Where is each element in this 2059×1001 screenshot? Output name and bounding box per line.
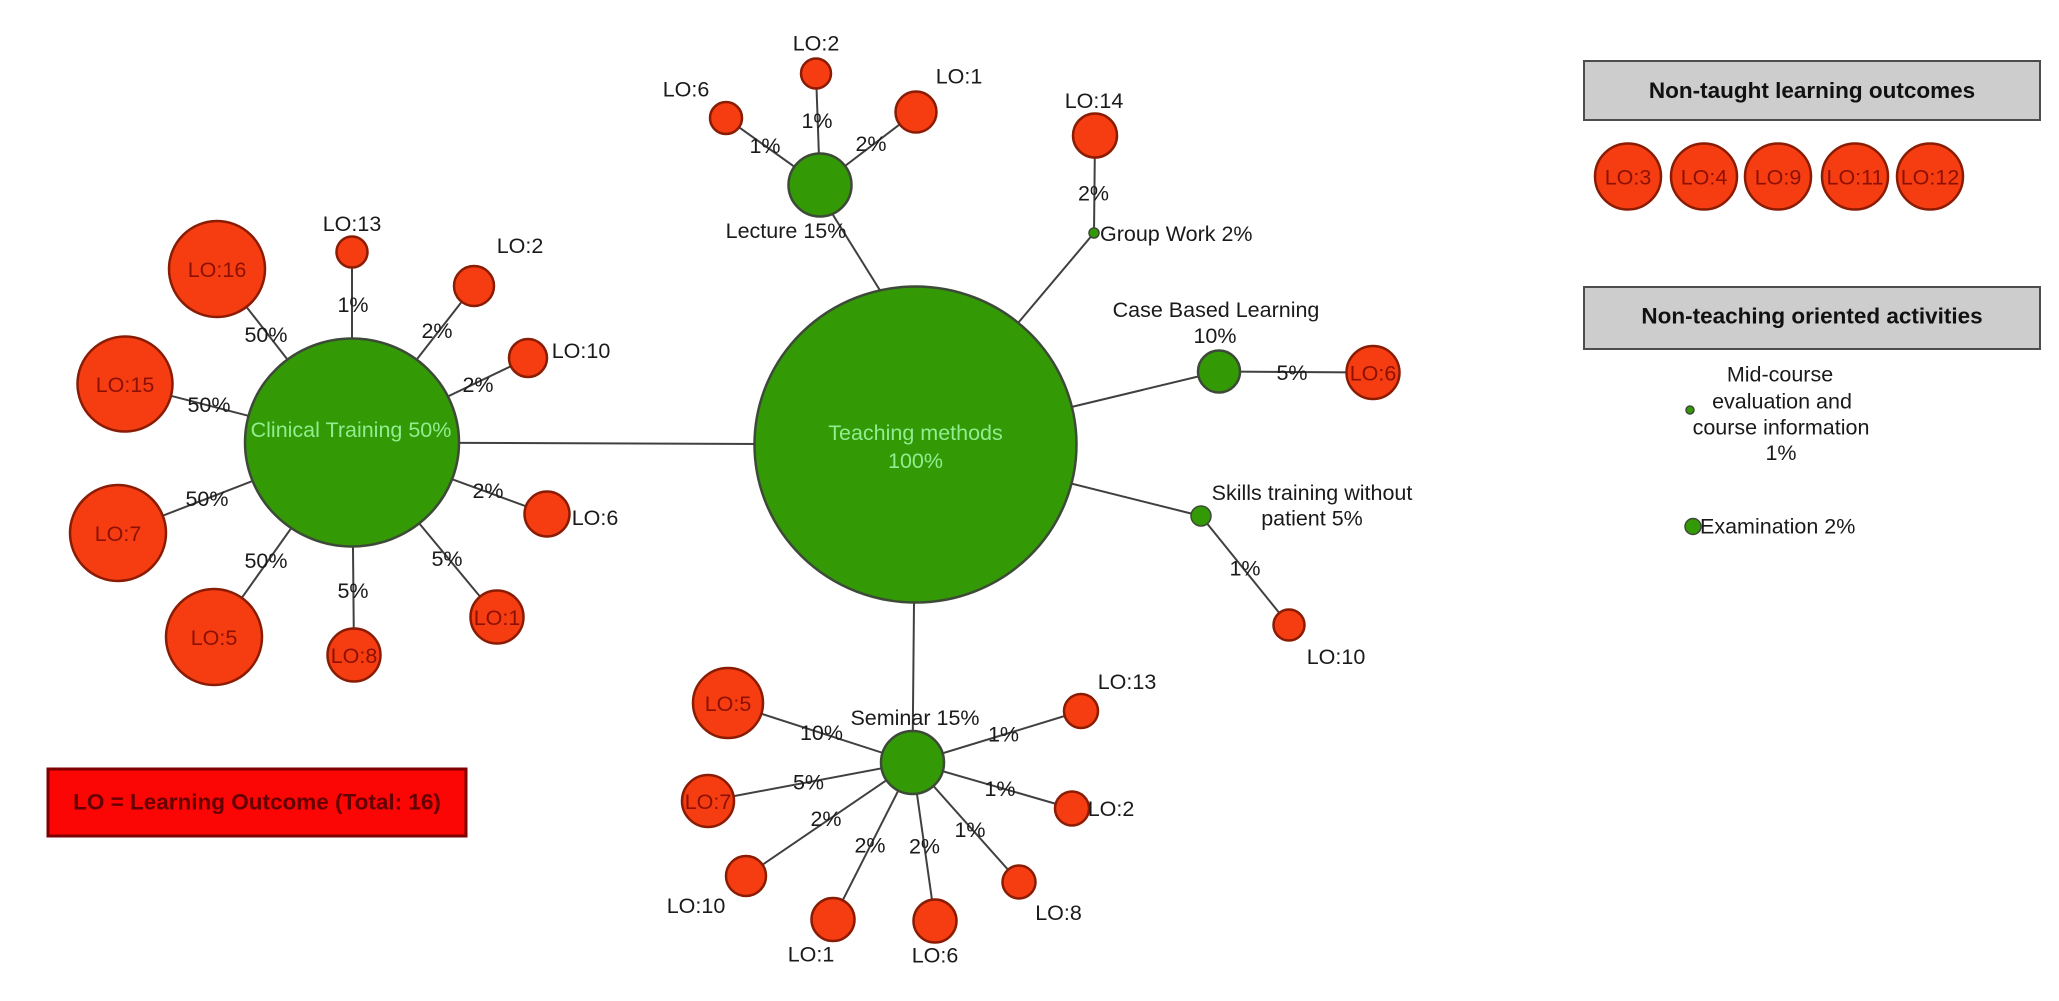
- svg-text:LO:1: LO:1: [474, 606, 521, 630]
- svg-text:Skills training without: Skills training without: [1212, 481, 1413, 505]
- svg-text:1%: 1%: [984, 777, 1015, 801]
- svg-text:5%: 5%: [1276, 361, 1307, 385]
- svg-text:10%: 10%: [800, 721, 843, 745]
- svg-text:LO:6: LO:6: [1350, 362, 1397, 386]
- svg-text:2%: 2%: [854, 834, 885, 858]
- svg-text:2%: 2%: [855, 132, 886, 156]
- svg-text:LO:13: LO:13: [1098, 670, 1157, 694]
- svg-text:LO:9: LO:9: [1755, 166, 1802, 190]
- svg-text:5%: 5%: [431, 547, 462, 571]
- svg-text:1%: 1%: [1229, 557, 1260, 581]
- svg-text:100%: 100%: [888, 449, 943, 473]
- svg-text:2%: 2%: [421, 319, 452, 343]
- svg-text:patient 5%: patient 5%: [1261, 507, 1363, 531]
- svg-text:LO:11: LO:11: [1827, 166, 1884, 190]
- svg-text:5%: 5%: [337, 579, 368, 603]
- svg-text:LO:2: LO:2: [1088, 797, 1135, 821]
- svg-text:5%: 5%: [793, 771, 824, 795]
- svg-text:Seminar 15%: Seminar 15%: [850, 706, 979, 730]
- svg-text:50%: 50%: [187, 393, 230, 417]
- svg-text:2%: 2%: [1078, 182, 1109, 206]
- svg-text:LO:13: LO:13: [323, 212, 382, 236]
- svg-text:LO:7: LO:7: [685, 790, 732, 814]
- svg-text:10%: 10%: [1193, 324, 1236, 348]
- svg-text:1%: 1%: [954, 818, 985, 842]
- svg-text:LO:14: LO:14: [1065, 89, 1124, 113]
- svg-text:evaluation and: evaluation and: [1712, 390, 1852, 414]
- svg-text:50%: 50%: [244, 323, 287, 347]
- svg-text:1%: 1%: [337, 293, 368, 317]
- svg-text:course information: course information: [1693, 416, 1870, 440]
- svg-text:LO:5: LO:5: [705, 692, 752, 716]
- svg-text:LO:16: LO:16: [188, 258, 247, 282]
- svg-text:LO:4: LO:4: [1681, 166, 1728, 190]
- svg-text:1%: 1%: [988, 723, 1019, 747]
- svg-text:1%: 1%: [1765, 441, 1796, 465]
- svg-text:LO:10: LO:10: [667, 894, 726, 918]
- svg-text:Lecture 15%: Lecture 15%: [726, 219, 847, 243]
- svg-text:2%: 2%: [909, 835, 940, 859]
- svg-text:LO:10: LO:10: [552, 339, 611, 363]
- svg-text:LO:1: LO:1: [788, 943, 835, 967]
- svg-text:Case Based Learning: Case Based Learning: [1113, 298, 1320, 322]
- svg-text:LO:2: LO:2: [793, 32, 840, 56]
- svg-text:LO:7: LO:7: [95, 522, 142, 546]
- svg-text:LO:6: LO:6: [572, 506, 619, 530]
- svg-text:LO:15: LO:15: [96, 373, 155, 397]
- svg-text:LO:1: LO:1: [936, 65, 983, 89]
- svg-text:2%: 2%: [462, 373, 493, 397]
- svg-text:LO:3: LO:3: [1605, 166, 1652, 190]
- svg-text:LO:2: LO:2: [497, 234, 544, 258]
- svg-text:50%: 50%: [244, 549, 287, 573]
- svg-text:2%: 2%: [810, 807, 841, 831]
- svg-text:Mid-course: Mid-course: [1727, 363, 1833, 387]
- svg-text:LO:5: LO:5: [191, 626, 238, 650]
- svg-text:LO:10: LO:10: [1307, 645, 1366, 669]
- svg-text:1%: 1%: [801, 109, 832, 133]
- svg-text:Teaching methods: Teaching methods: [828, 421, 1003, 445]
- svg-text:50%: 50%: [185, 487, 228, 511]
- svg-text:LO:6: LO:6: [663, 78, 710, 102]
- svg-text:1%: 1%: [749, 134, 780, 158]
- svg-text:LO:12: LO:12: [1901, 166, 1960, 190]
- svg-text:LO:8: LO:8: [331, 644, 378, 668]
- svg-text:LO:8: LO:8: [1035, 901, 1082, 925]
- svg-text:Clinical Training 50%: Clinical Training 50%: [251, 418, 452, 442]
- svg-text:Non-taught learning outcomes: Non-taught learning outcomes: [1649, 78, 1975, 103]
- svg-text:LO:6: LO:6: [912, 944, 959, 968]
- svg-text:LO = Learning Outcome (Total:: LO = Learning Outcome (Total: 16): [73, 790, 441, 815]
- svg-text:Non-teaching oriented activiti: Non-teaching oriented activities: [1641, 304, 1982, 329]
- svg-text:Group Work 2%: Group Work 2%: [1100, 222, 1253, 246]
- svg-text:2%: 2%: [472, 479, 503, 503]
- svg-text:Examination 2%: Examination 2%: [1700, 515, 1855, 539]
